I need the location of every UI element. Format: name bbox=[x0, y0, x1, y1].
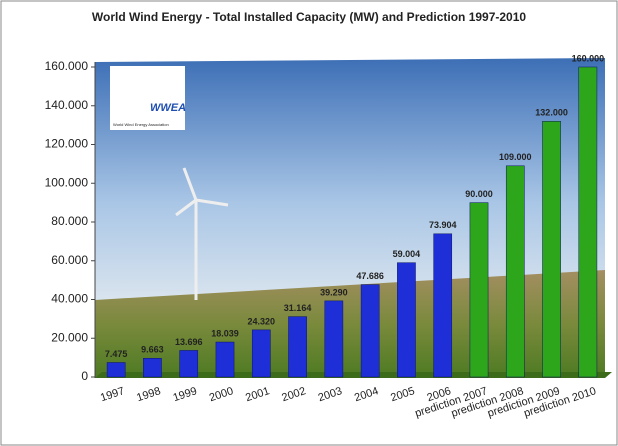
chart-title: World Wind Energy - Total Installed Capa… bbox=[92, 10, 527, 24]
bar bbox=[143, 358, 161, 377]
bar bbox=[325, 301, 343, 377]
y-tick-label: 160.000 bbox=[45, 59, 89, 73]
value-label: 13.696 bbox=[175, 337, 203, 347]
value-label: 160.000 bbox=[572, 53, 605, 63]
floor bbox=[95, 372, 612, 378]
logo-box bbox=[110, 66, 185, 130]
y-tick-label: 80.000 bbox=[51, 214, 88, 228]
y-tick-label: 40.000 bbox=[51, 292, 88, 306]
bar bbox=[361, 285, 379, 377]
bar bbox=[543, 121, 561, 377]
bar bbox=[579, 67, 597, 377]
value-label: 47.686 bbox=[356, 271, 384, 281]
y-tick-label: 60.000 bbox=[51, 253, 88, 267]
bar bbox=[107, 363, 125, 377]
y-tick-label: 120.000 bbox=[45, 137, 89, 151]
value-label: 9.663 bbox=[141, 345, 164, 355]
value-label: 7.475 bbox=[105, 349, 128, 359]
bar bbox=[397, 263, 415, 377]
value-label: 59.004 bbox=[393, 249, 421, 259]
logo: WWEA bbox=[150, 102, 186, 114]
y-tick-label: 140.000 bbox=[45, 98, 89, 112]
bar bbox=[470, 203, 488, 377]
bar bbox=[252, 330, 270, 377]
bar bbox=[216, 342, 234, 377]
y-tick-label: 20.000 bbox=[51, 330, 88, 344]
value-label: 24.320 bbox=[248, 316, 276, 326]
chart: World Wind Energy - Total Installed Capa… bbox=[0, 0, 618, 446]
y-tick-label: 0 bbox=[81, 369, 88, 383]
value-label: 39.290 bbox=[320, 287, 348, 297]
value-label: 109.000 bbox=[499, 152, 532, 162]
y-tick-label: 100.000 bbox=[45, 175, 89, 189]
value-label: 132.000 bbox=[535, 108, 568, 118]
bar bbox=[180, 350, 198, 377]
bar bbox=[289, 317, 307, 377]
value-label: 18.039 bbox=[211, 328, 239, 338]
logo-subtitle: World Wind Energy Association bbox=[113, 122, 169, 127]
bar bbox=[506, 166, 524, 377]
value-label: 31.164 bbox=[284, 303, 312, 313]
value-label: 90.000 bbox=[465, 189, 493, 199]
bar bbox=[434, 234, 452, 377]
value-label: 73.904 bbox=[429, 220, 457, 230]
